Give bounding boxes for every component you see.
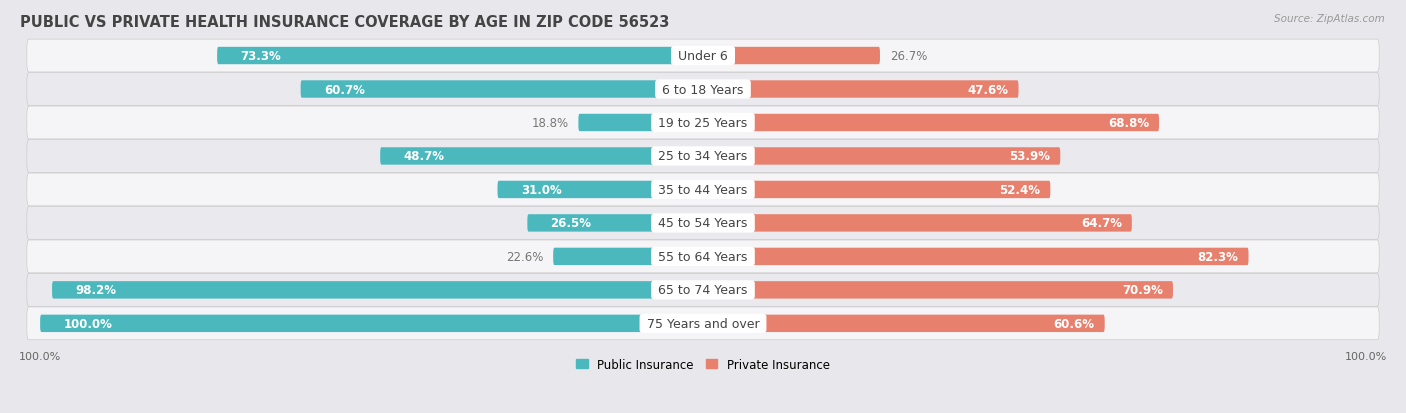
Text: 60.6%: 60.6% xyxy=(1053,317,1095,330)
FancyBboxPatch shape xyxy=(703,282,1173,299)
FancyBboxPatch shape xyxy=(553,248,703,266)
Text: 75 Years and over: 75 Years and over xyxy=(643,317,763,330)
Text: 55 to 64 Years: 55 to 64 Years xyxy=(654,250,752,263)
FancyBboxPatch shape xyxy=(301,81,703,98)
FancyBboxPatch shape xyxy=(703,181,1050,199)
Text: 73.3%: 73.3% xyxy=(240,50,281,63)
Text: 22.6%: 22.6% xyxy=(506,250,543,263)
FancyBboxPatch shape xyxy=(703,248,1249,266)
Text: 45 to 54 Years: 45 to 54 Years xyxy=(654,217,752,230)
FancyBboxPatch shape xyxy=(703,114,1159,132)
FancyBboxPatch shape xyxy=(41,315,703,332)
Text: Under 6: Under 6 xyxy=(673,50,733,63)
Text: 98.2%: 98.2% xyxy=(76,284,117,297)
Text: 60.7%: 60.7% xyxy=(323,83,364,96)
Text: 25 to 34 Years: 25 to 34 Years xyxy=(654,150,752,163)
FancyBboxPatch shape xyxy=(27,240,1379,273)
Text: 48.7%: 48.7% xyxy=(404,150,444,163)
FancyBboxPatch shape xyxy=(27,74,1379,106)
Legend: Public Insurance, Private Insurance: Public Insurance, Private Insurance xyxy=(571,353,835,375)
FancyBboxPatch shape xyxy=(217,48,703,65)
Text: 31.0%: 31.0% xyxy=(520,183,561,197)
FancyBboxPatch shape xyxy=(27,207,1379,240)
Text: 68.8%: 68.8% xyxy=(1108,117,1149,130)
Text: 70.9%: 70.9% xyxy=(1122,284,1163,297)
FancyBboxPatch shape xyxy=(380,148,703,165)
FancyBboxPatch shape xyxy=(27,107,1379,140)
FancyBboxPatch shape xyxy=(703,315,1105,332)
Text: 19 to 25 Years: 19 to 25 Years xyxy=(654,117,752,130)
FancyBboxPatch shape xyxy=(527,215,703,232)
Text: 26.7%: 26.7% xyxy=(890,50,928,63)
FancyBboxPatch shape xyxy=(703,81,1018,98)
Text: 100.0%: 100.0% xyxy=(63,317,112,330)
FancyBboxPatch shape xyxy=(52,282,703,299)
FancyBboxPatch shape xyxy=(27,307,1379,340)
Text: 65 to 74 Years: 65 to 74 Years xyxy=(654,284,752,297)
Text: Source: ZipAtlas.com: Source: ZipAtlas.com xyxy=(1274,14,1385,24)
FancyBboxPatch shape xyxy=(27,173,1379,206)
Text: 64.7%: 64.7% xyxy=(1081,217,1122,230)
FancyBboxPatch shape xyxy=(703,48,880,65)
Text: 47.6%: 47.6% xyxy=(967,83,1008,96)
Text: 53.9%: 53.9% xyxy=(1010,150,1050,163)
FancyBboxPatch shape xyxy=(27,274,1379,306)
FancyBboxPatch shape xyxy=(703,148,1060,165)
Text: 6 to 18 Years: 6 to 18 Years xyxy=(658,83,748,96)
FancyBboxPatch shape xyxy=(703,215,1132,232)
Text: 18.8%: 18.8% xyxy=(531,117,568,130)
FancyBboxPatch shape xyxy=(27,140,1379,173)
FancyBboxPatch shape xyxy=(27,40,1379,73)
Text: 82.3%: 82.3% xyxy=(1198,250,1239,263)
Text: PUBLIC VS PRIVATE HEALTH INSURANCE COVERAGE BY AGE IN ZIP CODE 56523: PUBLIC VS PRIVATE HEALTH INSURANCE COVER… xyxy=(20,15,669,30)
Text: 26.5%: 26.5% xyxy=(551,217,592,230)
FancyBboxPatch shape xyxy=(578,114,703,132)
FancyBboxPatch shape xyxy=(498,181,703,199)
Text: 52.4%: 52.4% xyxy=(1000,183,1040,197)
Text: 35 to 44 Years: 35 to 44 Years xyxy=(654,183,752,197)
